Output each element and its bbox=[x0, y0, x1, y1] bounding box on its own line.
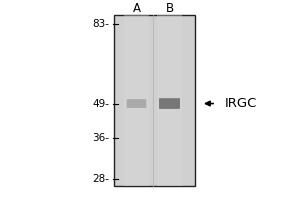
FancyBboxPatch shape bbox=[159, 98, 180, 109]
Bar bbox=[157, 15, 182, 186]
Text: 83-: 83- bbox=[92, 19, 110, 29]
Text: 28-: 28- bbox=[92, 174, 110, 184]
Bar bbox=[124, 15, 149, 186]
Text: B: B bbox=[165, 2, 174, 15]
Text: 36-: 36- bbox=[92, 133, 110, 143]
Text: A: A bbox=[133, 2, 140, 15]
Bar bbox=[114, 15, 195, 186]
Text: IRGC: IRGC bbox=[225, 97, 257, 110]
FancyBboxPatch shape bbox=[127, 99, 146, 108]
Text: 49-: 49- bbox=[92, 99, 110, 109]
